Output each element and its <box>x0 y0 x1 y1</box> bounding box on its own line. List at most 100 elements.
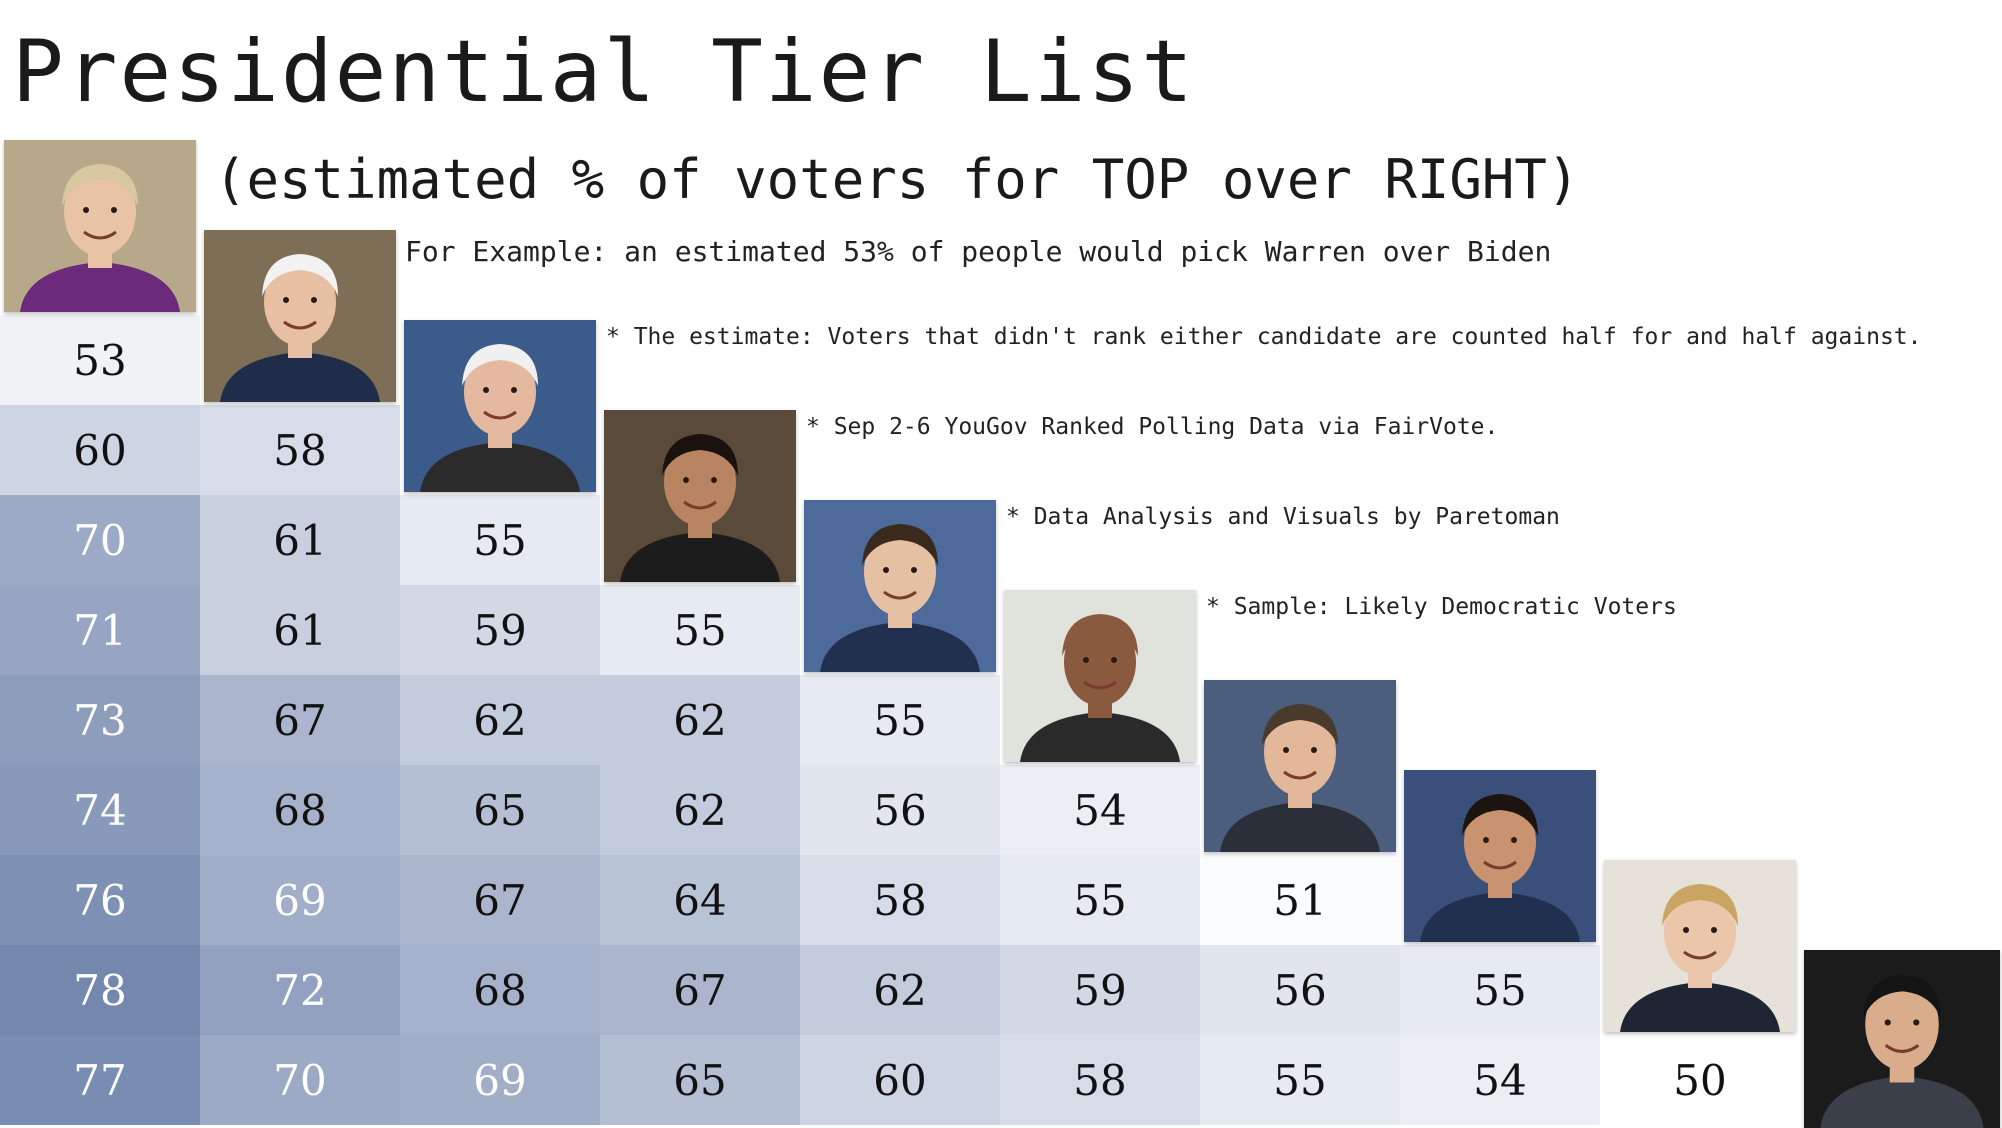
portrait-smile <box>1483 860 1517 870</box>
note-credit: * Data Analysis and Visuals by Paretoman <box>1006 504 1560 530</box>
matrix-cell: 58 <box>200 405 400 495</box>
note-source: * Sep 2-6 YouGov Ranked Polling Data via… <box>806 414 1499 440</box>
portrait-hair <box>1462 794 1538 836</box>
matrix-cell: 70 <box>200 1035 400 1125</box>
portrait-eye <box>1913 1019 1920 1026</box>
portrait-smile <box>683 500 717 510</box>
matrix-cell: 68 <box>200 765 400 855</box>
portrait-graphic <box>4 140 196 312</box>
matrix-cell: 50 <box>1600 1035 1800 1125</box>
candidate-portrait <box>1204 680 1396 852</box>
portrait-face <box>1664 888 1736 976</box>
candidate-portrait <box>404 320 596 492</box>
portrait-eye <box>1311 747 1317 753</box>
matrix-cell: 78 <box>0 945 200 1035</box>
matrix-cell: 62 <box>600 765 800 855</box>
portrait-eye <box>111 207 117 213</box>
matrix-cell: 71 <box>0 585 200 675</box>
portrait-smile <box>883 590 917 600</box>
matrix-cell: 55 <box>1200 1035 1400 1125</box>
portrait-eye <box>1711 927 1717 933</box>
portrait-shoulders <box>20 262 180 312</box>
portrait-hair <box>1262 704 1338 746</box>
portrait-shoulders <box>1420 892 1580 942</box>
portrait-eye <box>83 207 89 213</box>
note-sample: * Sample: Likely Democratic Voters <box>1206 594 1677 620</box>
portrait-hair <box>862 524 938 566</box>
portrait-eye <box>711 477 717 483</box>
note-estimate: * The estimate: Voters that didn't rank … <box>606 324 1922 350</box>
matrix-cell: 69 <box>200 855 400 945</box>
matrix-cell: 68 <box>400 945 600 1035</box>
portrait-hair <box>1863 974 1941 1019</box>
portrait-face <box>464 348 536 436</box>
matrix-cell: 64 <box>600 855 800 945</box>
matrix-cell: 55 <box>600 585 800 675</box>
portrait-smile <box>83 230 117 240</box>
matrix-cell: 55 <box>1000 855 1200 945</box>
matrix-cell: 54 <box>1000 765 1200 855</box>
chart-title: Presidential Tier List <box>12 22 1196 122</box>
portrait-eye <box>511 387 517 393</box>
portrait-hair <box>62 164 138 206</box>
portrait-face <box>64 168 136 256</box>
portrait-shoulders <box>1020 712 1180 762</box>
matrix-cell: 76 <box>0 855 200 945</box>
portrait-face <box>1865 978 1939 1071</box>
portrait-face <box>864 528 936 616</box>
portrait-smile <box>283 320 317 330</box>
candidate-portrait <box>1604 860 1796 1032</box>
matrix-cell: 67 <box>200 675 400 765</box>
portrait-face <box>264 258 336 346</box>
portrait-eye <box>311 297 317 303</box>
matrix-cell: 62 <box>600 675 800 765</box>
portrait-graphic <box>404 320 596 492</box>
portrait-smile <box>1283 770 1317 780</box>
portrait-graphic <box>804 500 996 672</box>
portrait-shoulders <box>1820 1076 1984 1128</box>
portrait-hair <box>1062 614 1138 656</box>
portrait-graphic <box>604 410 796 582</box>
portrait-graphic <box>204 230 396 402</box>
matrix-cell: 61 <box>200 495 400 585</box>
matrix-cell: 59 <box>400 585 600 675</box>
portrait-eye <box>883 567 889 573</box>
candidate-portrait <box>1804 950 2000 1128</box>
candidate-portrait <box>1004 590 1196 762</box>
portrait-eye <box>1683 927 1689 933</box>
matrix-cell: 72 <box>200 945 400 1035</box>
portrait-hair <box>662 434 738 476</box>
portrait-eye <box>1283 747 1289 753</box>
portrait-eye <box>483 387 489 393</box>
candidate-portrait <box>1404 770 1596 942</box>
candidate-portrait <box>804 500 996 672</box>
portrait-smile <box>1083 680 1117 690</box>
matrix-cell: 62 <box>800 945 1000 1035</box>
example-note: For Example: an estimated 53% of people … <box>405 235 1552 268</box>
portrait-face <box>664 438 736 526</box>
portrait-eye <box>1083 657 1089 663</box>
matrix-cell: 65 <box>400 765 600 855</box>
portrait-graphic <box>1604 860 1796 1032</box>
portrait-eye <box>1483 837 1489 843</box>
portrait-graphic <box>1404 770 1596 942</box>
matrix-cell: 58 <box>1000 1035 1200 1125</box>
matrix-cell: 56 <box>1200 945 1400 1035</box>
portrait-smile <box>1683 950 1717 960</box>
portrait-shoulders <box>820 622 980 672</box>
portrait-eye <box>283 297 289 303</box>
portrait-graphic <box>1004 590 1196 762</box>
matrix-cell: 67 <box>400 855 600 945</box>
matrix-cell: 55 <box>400 495 600 585</box>
portrait-face <box>1064 618 1136 706</box>
matrix-cell: 55 <box>1400 945 1600 1035</box>
portrait-eye <box>683 477 689 483</box>
portrait-eye <box>1511 837 1517 843</box>
matrix-cell: 65 <box>600 1035 800 1125</box>
matrix-cell: 74 <box>0 765 200 855</box>
portrait-eye <box>911 567 917 573</box>
matrix-cell: 54 <box>1400 1035 1600 1125</box>
portrait-shoulders <box>420 442 580 492</box>
portrait-face <box>1464 798 1536 886</box>
